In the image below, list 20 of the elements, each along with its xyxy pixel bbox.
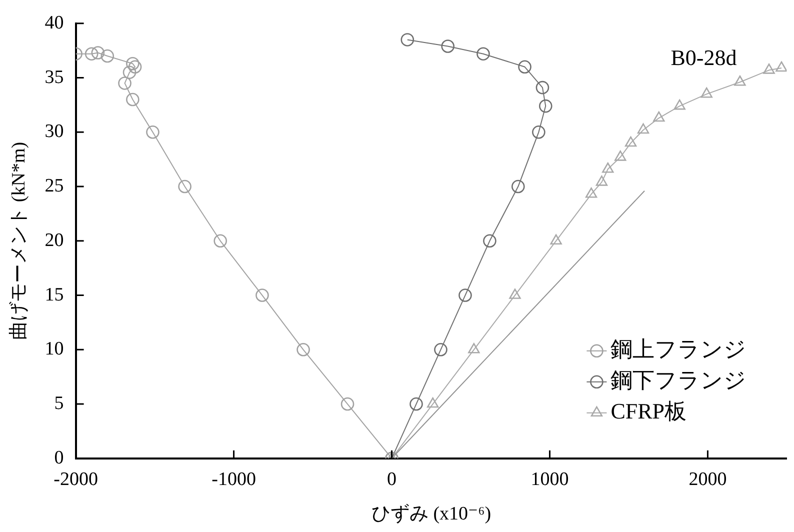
x-axis-title: ひずみ (x10⁻⁶) [371, 504, 492, 525]
y-tick-label: 30 [44, 121, 64, 142]
y-tick-label: 5 [54, 393, 64, 414]
y-tick-label: 15 [44, 284, 64, 306]
y-tick-label: 35 [44, 66, 64, 88]
y-tick-label: 25 [44, 176, 64, 197]
legend-label: 鋼上フランジ [610, 336, 747, 362]
legend-label: 鋼下フランジ [610, 368, 747, 393]
legend-label: CFRP板 [610, 398, 687, 424]
x-tick-label: 2000 [688, 468, 727, 490]
x-tick-label: -1000 [212, 468, 256, 490]
y-tick-label: 20 [44, 230, 64, 251]
y-tick-label: 0 [54, 447, 64, 468]
y-tick-label: 40 [44, 12, 64, 34]
annotation: B0-28d [670, 45, 737, 70]
y-tick-label: 10 [44, 338, 64, 360]
x-tick-label: -2000 [54, 468, 98, 490]
y-axis-title: 曲げモーメント (kN*m) [8, 142, 30, 340]
x-tick-label: 0 [387, 468, 397, 490]
x-tick-label: 1000 [530, 468, 569, 490]
